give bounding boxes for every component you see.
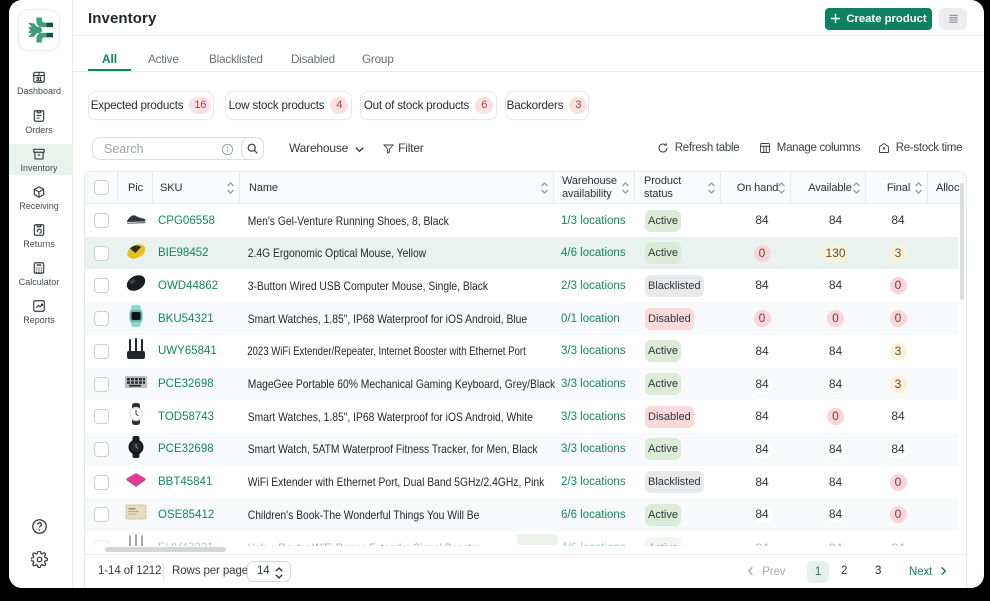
svg-text:31: 31 xyxy=(36,77,42,83)
